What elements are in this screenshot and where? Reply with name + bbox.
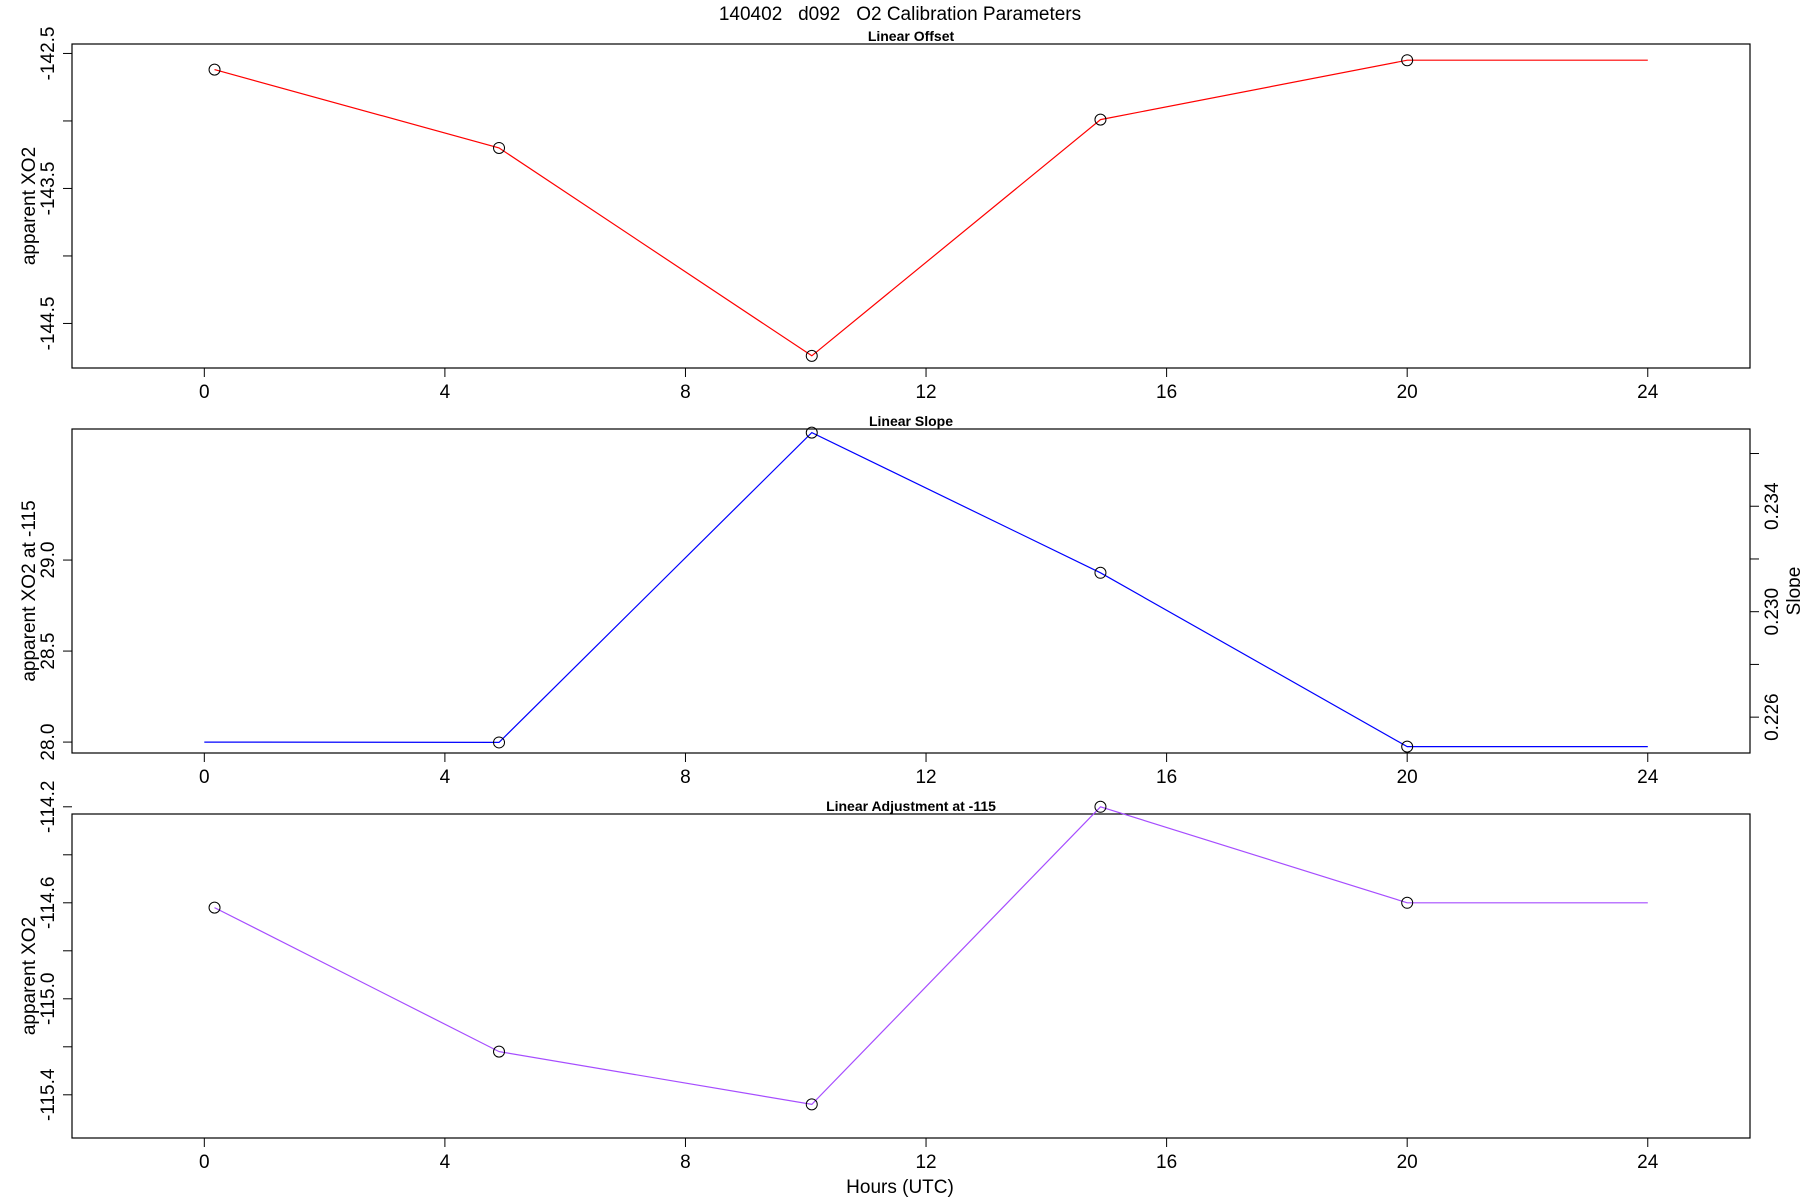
x-tick-label: 16 [1156,382,1177,403]
x-tick-label: 16 [1156,767,1177,788]
panel-title: Linear Offset [868,28,955,44]
y-tick-label: -115.0 [38,973,59,1025]
data-point [1094,566,1107,579]
y-tick-label: -114.6 [38,877,59,929]
plot-frame [71,428,1751,754]
panel-2: Linear Slope 0 4 8 12 16 20 24 28.0 28.5 29.0appar… [19,413,1800,788]
y-tick-label: 29.0 [38,542,59,579]
x-tick-label: 20 [1397,382,1418,403]
panel-title: Linear Slope [869,413,953,429]
y-tick-label: -115.4 [38,1068,59,1121]
y-tick-label: -142.5 [38,27,59,81]
y-tick-label: 28.0 [38,724,59,761]
x-tick-label: 12 [915,767,936,788]
data-point [805,426,818,439]
x-tick-label: 20 [1397,1152,1418,1173]
x-tick-label: 20 [1397,767,1418,788]
panel-1: Linear Offset 0 4 8 12 16 20 24 -142.5 -143.5 -144… [19,27,1751,403]
x-tick-label: 12 [915,1152,936,1173]
x-tick-label: 24 [1637,767,1659,788]
series-line [204,431,1648,748]
data-point [805,349,818,362]
x-tick-label: 8 [680,767,691,788]
series-line [214,806,1648,1106]
y-axis-title: apparent XO2 [19,147,40,265]
y2-axis-title: Slope [1784,567,1800,616]
series-line [214,59,1648,357]
x-tick-label: 16 [1156,1152,1177,1173]
data-point [1094,113,1107,126]
y2-tick-label: 0.230 [1762,588,1783,636]
x-tick-label: 4 [440,1152,451,1173]
y-tick-label: -143.5 [38,162,59,216]
data-point [1401,896,1414,909]
data-point [1401,54,1414,67]
x-tick-label: 4 [440,767,451,788]
data-point [493,736,506,749]
y-axis-title: apparent XO2 [19,917,40,1035]
x-tick-label: 0 [199,1152,210,1173]
figure-title: 140402 d092 O2 Calibration Parameters [719,4,1081,25]
y2-tick-label: 0.234 [1762,482,1783,530]
y2-tick-label: 0.226 [1762,693,1783,741]
x-tick-label: 0 [199,767,210,788]
data-point [208,901,221,914]
x-axis-title: Hours (UTC) [846,1177,954,1198]
plot-frame [71,43,1751,369]
x-tick-label: 4 [440,382,451,403]
data-point [493,141,506,154]
panel-3: Linear Adjustment at -115 0 4 8 12 16 20 24 -114… [19,781,1751,1173]
x-tick-label: 8 [680,382,691,403]
x-tick-label: 0 [199,382,210,403]
y-tick-label: -114.2 [38,781,59,833]
x-tick-label: 8 [680,1152,691,1173]
x-tick-label: 12 [915,382,936,403]
data-point [208,63,221,76]
data-point [805,1098,818,1111]
y-tick-label: 28.5 [38,633,59,670]
plot-frame [71,813,1751,1139]
data-point [1094,800,1107,813]
panel-title: Linear Adjustment at -115 [826,798,996,814]
x-tick-label: 24 [1637,382,1659,403]
y-tick-label: -144.5 [38,297,59,351]
data-point [493,1045,506,1058]
x-tick-label: 24 [1637,1152,1659,1173]
data-point [1401,740,1414,753]
y-axis-title: apparent XO2 at -115 [19,500,40,681]
